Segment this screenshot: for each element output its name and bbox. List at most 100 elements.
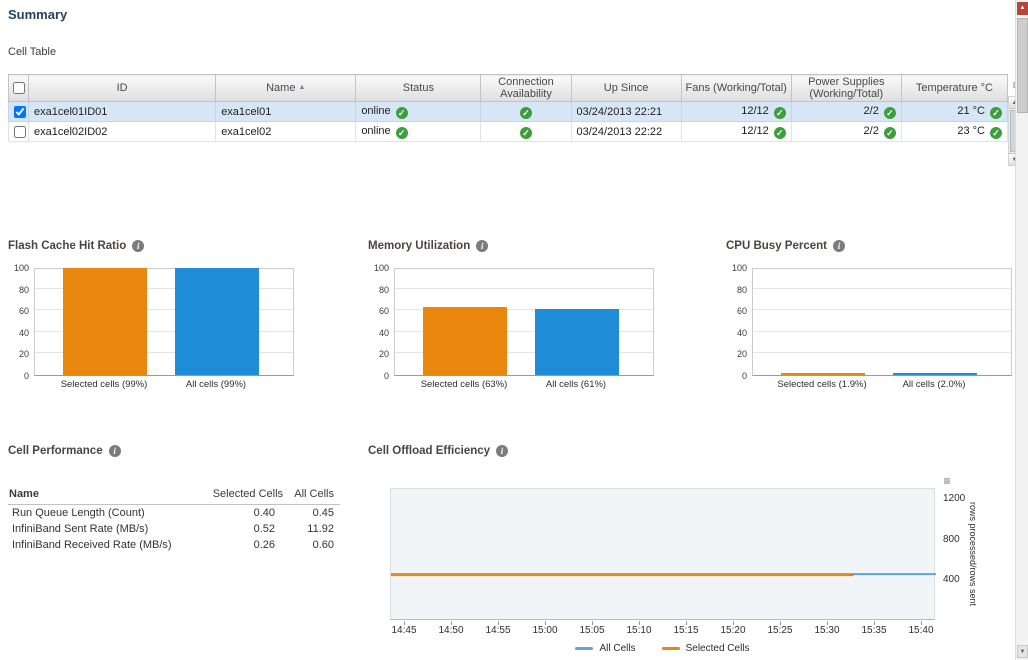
availability-ok-icon: ✓	[520, 127, 532, 139]
plot-area	[394, 268, 654, 376]
cell-fans: 12/12 ✓	[681, 102, 791, 122]
metric-all-value: 11.92	[289, 521, 340, 537]
row-checkbox[interactable]	[14, 106, 26, 118]
offload-title: Cell Offload Efficiencyi	[368, 445, 1018, 460]
cell-power-supplies: 2/2 ✓	[791, 122, 901, 142]
cell-temperature: 21 °C ✓	[901, 102, 1007, 122]
col-header-up-since[interactable]: Up Since	[571, 75, 681, 102]
chart-title: Memory Utilization	[368, 240, 470, 252]
power-ok-icon: ✓	[884, 107, 896, 119]
info-icon[interactable]: i	[109, 445, 121, 457]
metric-all-value: 0.45	[289, 505, 340, 521]
cell-fans: 12/12✓	[681, 122, 791, 142]
page-scrollbar-thumb[interactable]	[1017, 18, 1028, 113]
info-icon[interactable]: i	[476, 240, 488, 252]
cell-table: ID Name▲ Status Connection Availability …	[8, 74, 1008, 142]
cell-up-since: 03/24/2013 22:21	[571, 102, 681, 122]
status-ok-icon: ✓	[396, 107, 408, 119]
cell-power-supplies: 2/2 ✓	[791, 102, 901, 122]
info-icon[interactable]: i	[833, 240, 845, 252]
fans-value: 12/12	[741, 105, 769, 117]
bar-all-cells[interactable]	[535, 309, 619, 375]
table-row[interactable]: exa1cel02ID02 exa1cel02 online✓ ✓ 03/24/…	[9, 122, 1008, 142]
col-header-connection-availability[interactable]: Connection Availability	[481, 75, 571, 102]
x-axis: Selected cells (99%) All cells (99%)	[34, 376, 294, 390]
page-scroll-down-button[interactable]: ▼	[1017, 645, 1028, 658]
cell-table-label: Cell Table	[8, 46, 56, 58]
cell-up-since: 03/24/2013 22:22	[571, 122, 681, 142]
x-label-all-cells: All cells (99%)	[141, 379, 291, 390]
chart-title: CPU Busy Percent	[726, 240, 827, 252]
memory-utilization-chart: Memory Utilizationi 020406080100 Selecte…	[368, 240, 688, 390]
col-header-temperature[interactable]: Temperature °C	[901, 75, 1007, 102]
cell-performance-title: Cell Performance i	[8, 445, 340, 460]
y-axis: 020406080100	[8, 268, 31, 376]
cell-connection-availability: ✓	[481, 102, 571, 122]
metric-selected-value: 0.52	[204, 521, 289, 537]
cpu-busy-percent-chart: CPU Busy Percent i 020406080100 Selected …	[726, 240, 1028, 390]
chart-section-title: Flash Cache Hit Ratio i	[8, 240, 328, 255]
col-header-fans[interactable]: Fans (Working/Total)	[681, 75, 791, 102]
legend-item-all-cells[interactable]: All Cells	[575, 643, 635, 654]
col-header-name-label: Name	[266, 82, 295, 94]
row-checkbox[interactable]	[14, 126, 26, 138]
perf-header-row: Name Selected Cells All Cells	[8, 486, 340, 505]
legend-item-selected-cells[interactable]: Selected Cells	[662, 643, 750, 654]
perf-row: InfiniBand Sent Rate (MB/s) 0.52 11.92	[8, 521, 340, 537]
col-header-status[interactable]: Status	[356, 75, 481, 102]
bar-all-cells[interactable]	[175, 268, 259, 375]
bar-all-cells[interactable]	[893, 373, 977, 375]
x-label-all-cells: All cells (2.0%)	[859, 379, 1009, 390]
chart-options-menu-icon[interactable]: ≡	[939, 475, 955, 489]
page-scroll-up-button[interactable]: ▲	[1017, 2, 1028, 15]
bar-selected-cells[interactable]	[423, 307, 507, 375]
fans-ok-icon: ✓	[774, 107, 786, 119]
chart-section-title: Memory Utilization i	[368, 240, 688, 255]
temperature-ok-icon: ✓	[990, 107, 1002, 119]
perf-col-selected-cells: Selected Cells	[204, 486, 289, 505]
legend-label: All Cells	[599, 643, 635, 654]
perf-row: Run Queue Length (Count) 0.40 0.45	[8, 505, 340, 521]
power-value: 2/2	[864, 125, 879, 137]
chart-section-title: CPU Busy Percent i	[726, 240, 1028, 255]
bar-selected-cells[interactable]	[63, 268, 147, 375]
offload-plot-area	[390, 488, 935, 620]
info-icon[interactable]: i	[132, 240, 144, 252]
status-text: online	[361, 105, 390, 117]
x-axis: Selected cells (63%) All cells (61%)	[394, 376, 654, 390]
perf-col-name: Name	[8, 486, 204, 505]
offload-plot-svg	[391, 489, 936, 621]
select-all-checkbox[interactable]	[13, 82, 25, 94]
sort-ascending-icon: ▲	[298, 84, 305, 91]
summary-page: Summary Cell Table ID Name▲ Status Conne…	[0, 0, 1028, 660]
cell-status: online ✓	[356, 122, 481, 142]
metric-name: InfiniBand Sent Rate (MB/s)	[8, 521, 204, 537]
temperature-value: 23 °C	[957, 125, 985, 137]
offload-y-axis-label: rows processed/rows sent	[968, 488, 978, 620]
x-label-all-cells: All cells (61%)	[501, 379, 651, 390]
cell-performance-section: Cell Performance i Name Selected Cells Al…	[8, 445, 340, 553]
table-row[interactable]: exa1cel01ID01 exa1cel01 online✓ ✓ 03/24/…	[9, 102, 1008, 122]
cell-status: online ✓	[356, 102, 481, 122]
col-header-name[interactable]: Name▲	[216, 75, 356, 102]
temperature-value: 21 °C	[957, 105, 985, 117]
status-ok-icon: ✓	[396, 127, 408, 139]
plot-area	[34, 268, 294, 376]
chart-title: Flash Cache Hit Ratio	[8, 240, 126, 252]
all-cells-line-swatch	[575, 647, 593, 650]
info-icon[interactable]: i	[496, 445, 508, 457]
col-header-id[interactable]: ID	[29, 75, 216, 102]
bar-selected-cells[interactable]	[781, 373, 865, 375]
offload-y-axis: 4008001200	[940, 488, 968, 620]
selected-cells-line-swatch	[662, 647, 680, 650]
power-ok-icon: ✓	[884, 127, 896, 139]
x-axis: Selected cells (1.9%) All cells (2.0%)	[752, 376, 1012, 390]
y-axis: 020406080100	[726, 268, 749, 376]
col-header-power-supplies[interactable]: Power Supplies (Working/Total)	[791, 75, 901, 102]
section-title-text: Cell Performance	[8, 445, 103, 457]
page-scrollbar[interactable]: ▲ ▼	[1015, 0, 1028, 660]
select-all-cell	[9, 75, 29, 102]
status-text: online	[361, 125, 390, 137]
power-value: 2/2	[864, 105, 879, 117]
page-title: Summary	[8, 7, 67, 22]
